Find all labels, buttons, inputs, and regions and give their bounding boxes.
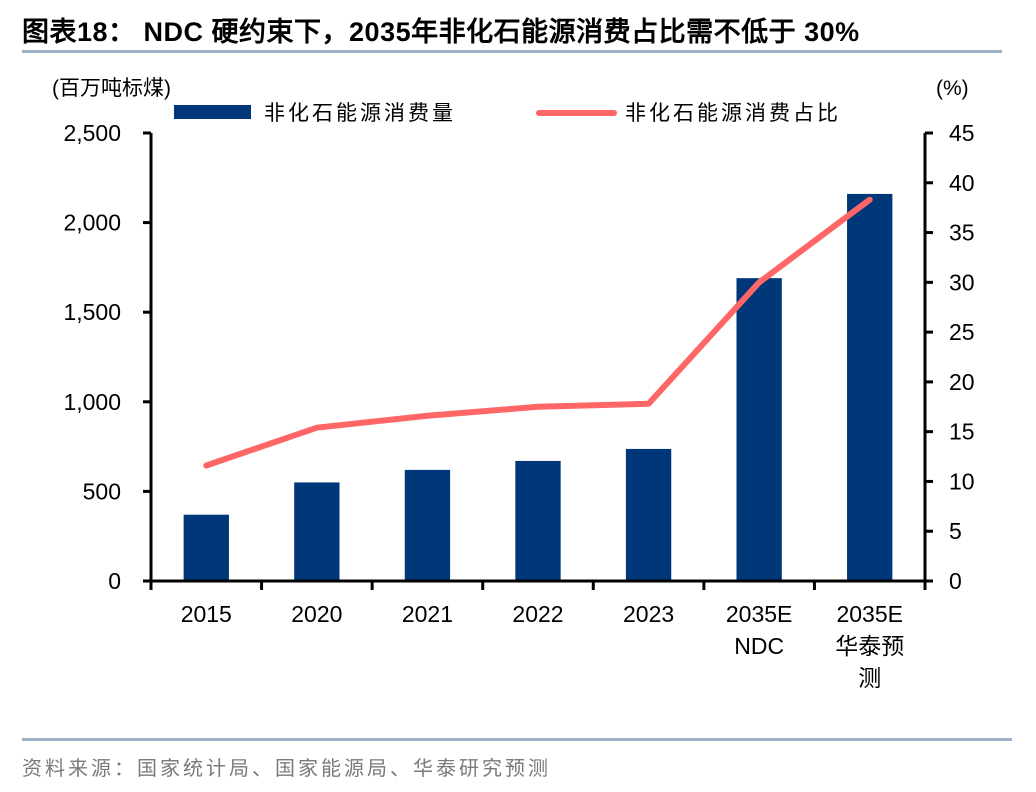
left-axis-tick-label: 1,500 [63, 299, 121, 325]
right-axis-tick-label: 30 [949, 269, 975, 295]
left-axis-label: (百万吨标煤) [52, 77, 171, 100]
left-axis-tick-label: 0 [108, 568, 121, 594]
source-note: 资料来源：国家统计局、国家能源局、华泰研究预测 [22, 756, 551, 780]
x-axis-tick-label-line: NDC [734, 633, 784, 659]
left-axis-tick-label: 2,500 [63, 120, 121, 146]
right-axis-tick-label: 45 [949, 120, 975, 146]
x-axis-tick-label: 2021 [402, 601, 453, 627]
x-axis-tick-label-line: 华泰预 [835, 633, 904, 659]
footer-divider [22, 738, 1012, 741]
left-axis-tick-label: 1,000 [63, 389, 121, 415]
axes: 0 500 1,000 1,500 2,000 2,500 0 5 10 15 20 25 30 35 40… [63, 120, 974, 691]
legend: 非化石能源消费量 非化石能源消费占比 [174, 102, 841, 125]
right-axis-label: (%) [936, 77, 969, 100]
bar-2035E-华泰预测 [847, 193, 893, 580]
x-axis-tick-label-line: 2035E [836, 601, 903, 627]
x-axis-tick-label-line: 2022 [512, 601, 563, 627]
right-axis-tick-label: 15 [949, 419, 975, 445]
x-axis-tick-label: 2015 [181, 601, 232, 627]
left-axis-tick-label: 2,000 [63, 210, 121, 236]
bar-2023 [625, 448, 672, 580]
left-axis-tick-label: 500 [83, 478, 121, 504]
legend-label-bar: 非化石能源消费量 [264, 102, 456, 125]
x-axis-tick-label: 2035E NDC [726, 601, 793, 659]
right-axis-tick-label: 25 [949, 319, 975, 345]
bar-2020 [294, 482, 340, 580]
x-axis-tick-label: 2020 [291, 601, 342, 627]
bar-2021 [404, 469, 451, 580]
bar-2022 [515, 460, 561, 580]
x-axis-tick-label-line: 2020 [291, 601, 342, 627]
x-axis-tick-label-line: 2035E [726, 601, 793, 627]
right-axis-tick-label: 10 [949, 468, 975, 494]
legend-swatch-bar [174, 105, 251, 119]
chart-title: 图表18： NDC 硬约束下，2035年非化石能源消费占比需不低于 30% [22, 17, 860, 47]
legend-label-line: 非化石能源消费占比 [625, 102, 841, 125]
title-divider [22, 50, 1002, 53]
x-axis-tick-label: 2035E 华泰预测 [835, 601, 904, 691]
x-axis-tick-label: 2022 [512, 601, 563, 627]
x-axis-tick-label-line: 2015 [181, 601, 232, 627]
x-axis-tick-label-line: 2023 [623, 601, 674, 627]
x-axis-tick-label-line: 2021 [402, 601, 453, 627]
right-axis-tick-label: 35 [949, 220, 975, 246]
line-series [203, 196, 873, 469]
bar-2035E-NDC [736, 278, 782, 580]
chart-canvas: 0 500 1,000 1,500 2,000 2,500 0 5 10 15 20 25 30 35 40… [52, 77, 975, 691]
x-axis-tick-label-line: 测 [858, 665, 881, 691]
bar-2015 [183, 514, 229, 580]
x-axis-tick-label: 2023 [623, 601, 674, 627]
right-axis-tick-label: 40 [949, 170, 975, 196]
right-axis-tick-label: 20 [949, 369, 975, 395]
right-axis-tick-label: 0 [949, 568, 962, 594]
bar-series [183, 193, 893, 580]
right-axis-tick-label: 5 [949, 518, 962, 544]
